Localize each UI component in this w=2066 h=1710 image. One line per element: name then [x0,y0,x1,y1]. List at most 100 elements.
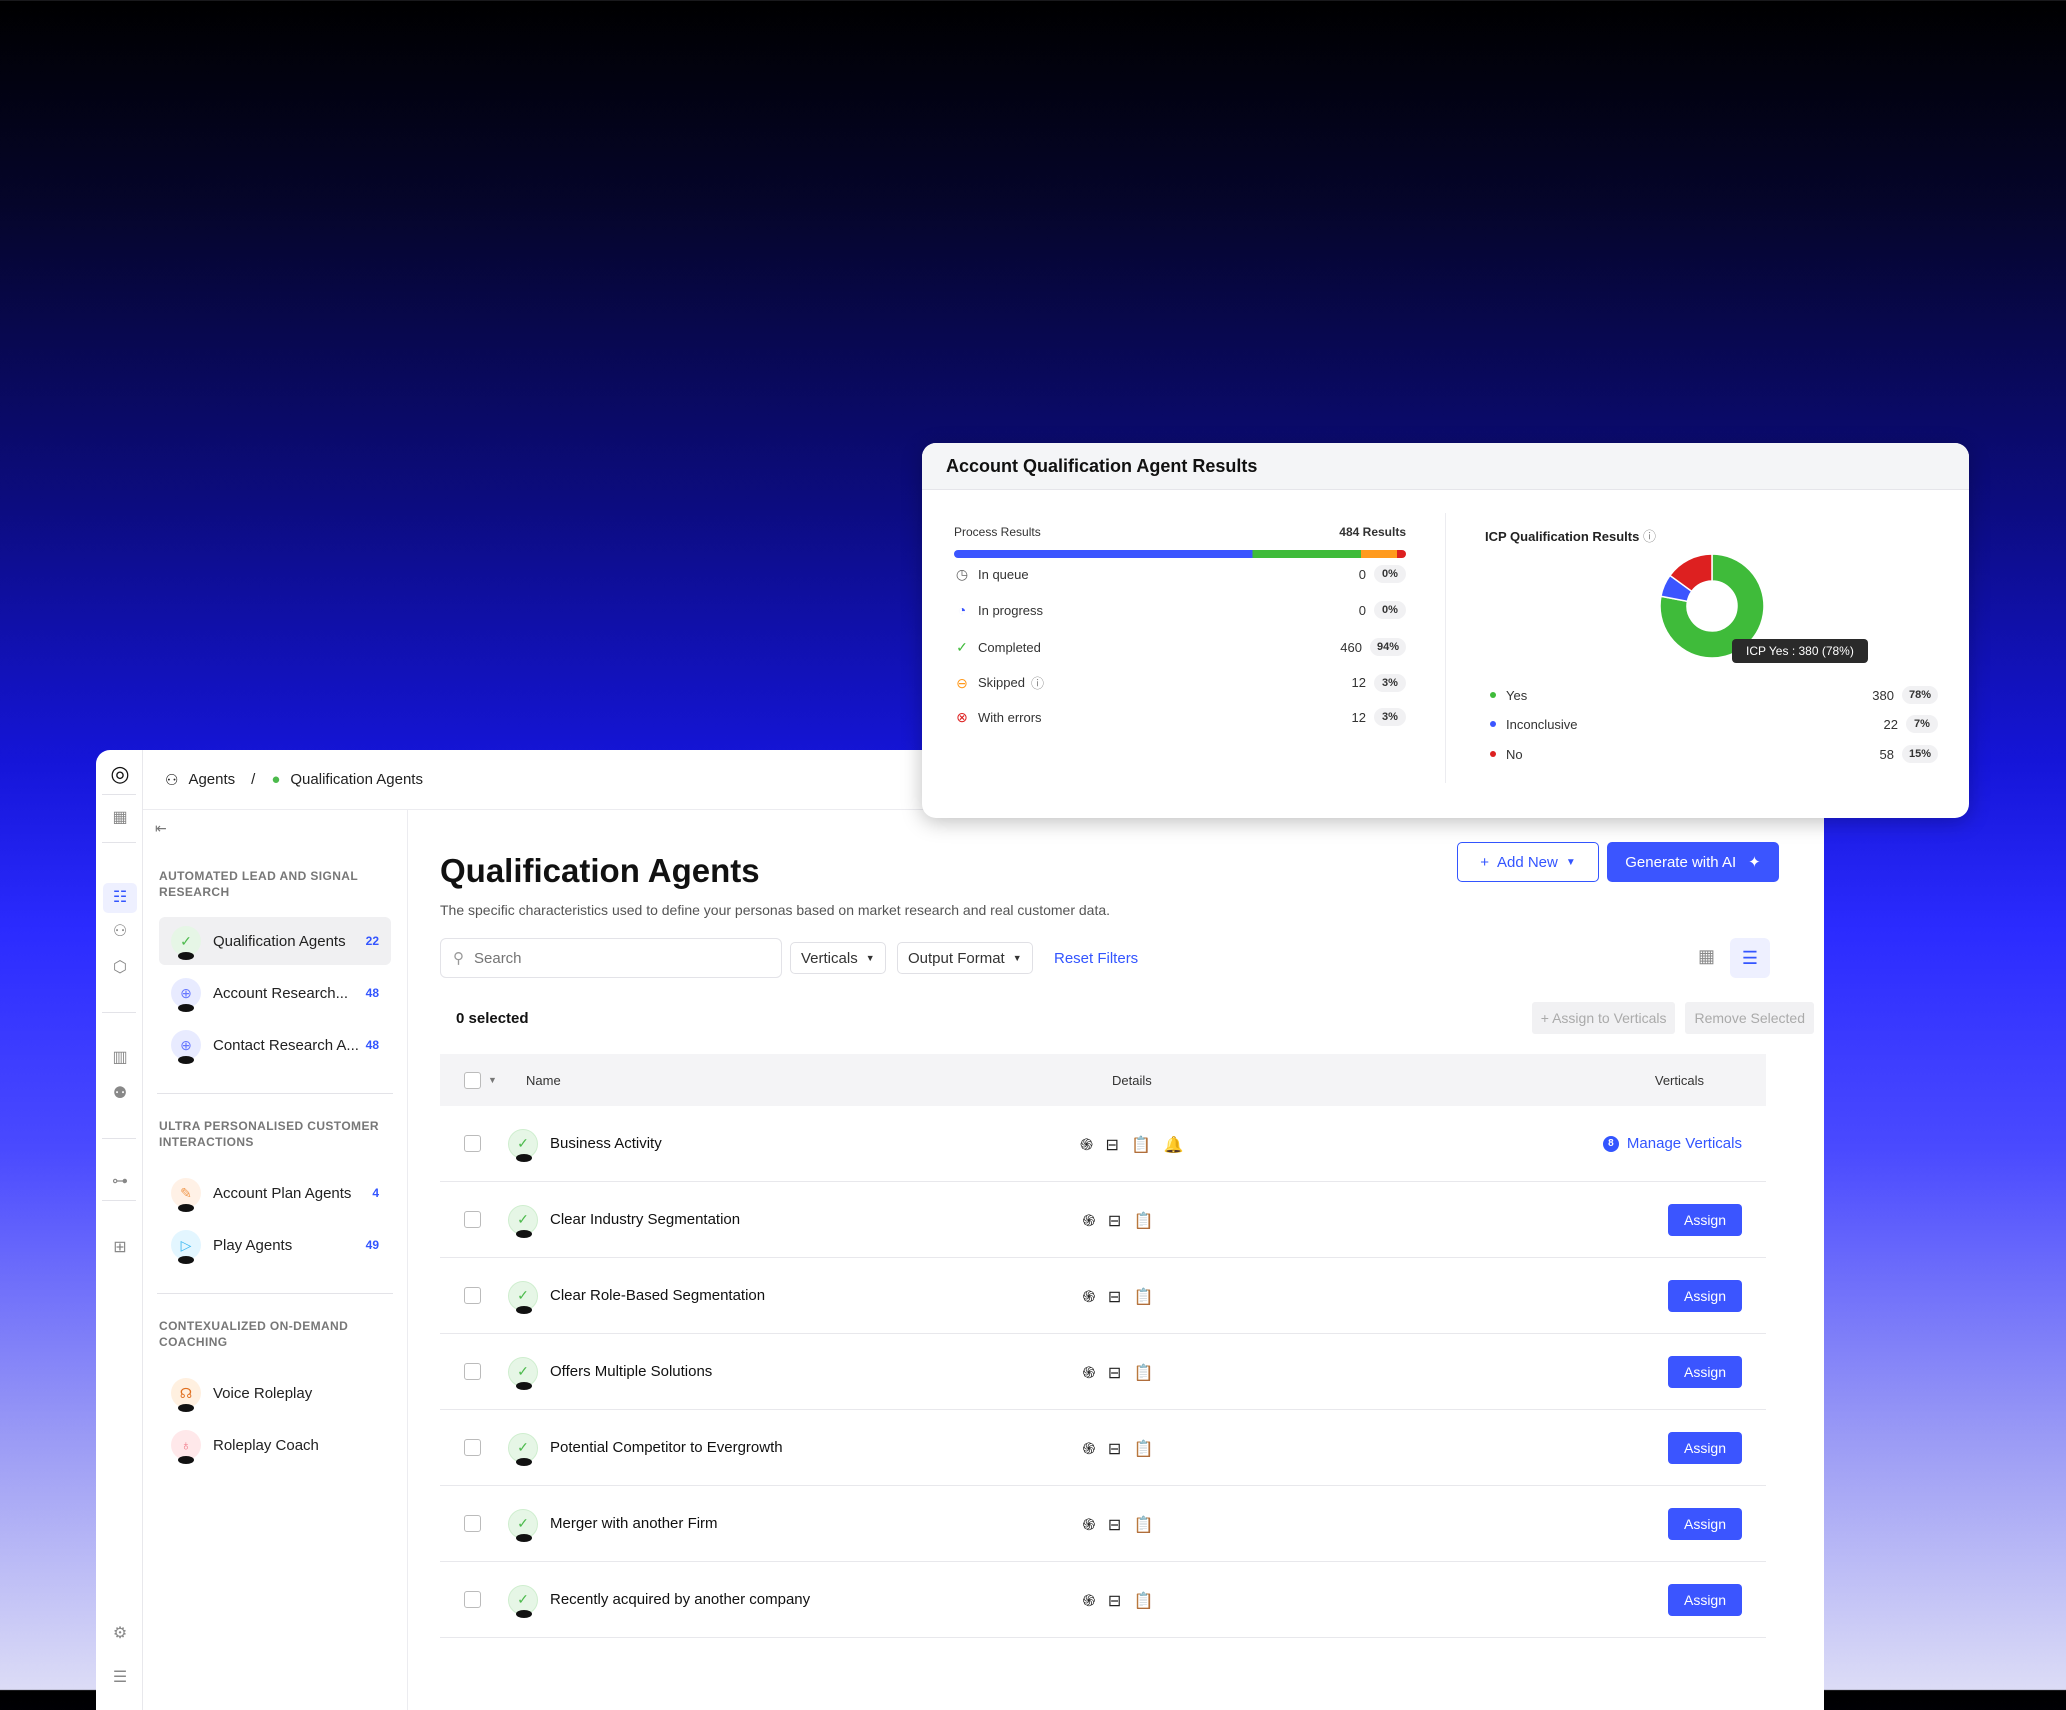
sidebar-item-label: Contact Research A... [213,1036,359,1054]
dashboard-icon[interactable]: ▦ [112,809,128,826]
sidebar-item-account-plan-agents[interactable]: ✎ Account Plan Agents 4 [159,1169,391,1217]
generate-with-ai-button[interactable]: Generate with AI ✦ [1607,842,1779,882]
status-row: ✓ Completed 460 94% [954,638,1406,656]
check-icon: ✓ [508,1356,538,1390]
bulk-actions: + Assign to Verticals Remove Selected [1531,1002,1814,1034]
collapse-sidebar-icon[interactable]: ⇤ [155,820,167,836]
generate-label: Generate with AI [1625,853,1737,871]
divider [102,842,136,843]
sidebar-item-voice-roleplay[interactable]: ☊ Voice Roleplay [159,1369,391,1417]
agent-name: Potential Competitor to Evergrowth [550,1439,783,1456]
row-checkbox[interactable] [464,1287,481,1304]
table-row[interactable]: ✓ Business Activity ֍ ⊟ 📋 🔔 8 Manage Vertica… [440,1106,1766,1182]
agent-name: Recently acquired by another company [550,1591,811,1608]
table-row[interactable]: ✓ Potential Competitor to Evergrowth ֍ ⊟ 📋… [440,1410,1766,1486]
add-app-icon[interactable]: ⊞ [113,1239,127,1256]
agents-table: ▼ Name Details Verticals ✓ Business Activ… [440,1054,1766,1638]
results-card: Account Qualification Agent Results Proc… [922,443,1969,818]
assign-button[interactable]: Assign [1668,1279,1742,1312]
details-icons: ֍ ⊟ 📋 [1082,1212,1158,1230]
row-checkbox[interactable] [464,1211,481,1228]
assign-to-verticals-button[interactable]: + Assign to Verticals [1531,1002,1676,1034]
table-row[interactable]: ✓ Recently acquired by another company ֍ ⊟… [440,1562,1766,1638]
select-all-checkbox[interactable] [464,1071,481,1089]
users-icon[interactable]: ⚉ [112,1085,128,1102]
legend-label: Yes [1506,687,1528,703]
status-label: Completed [978,639,1041,655]
status-pct: 3% [1374,673,1406,692]
verticals-count-badge: 8 [1602,1135,1619,1152]
research-agents-icon[interactable]: ☷ [103,883,137,913]
headset-icon: ☊ [171,1378,201,1412]
divider [157,1093,393,1094]
table-row[interactable]: ✓ Merger with another Firm ֍ ⊟ 📋 Assign [440,1486,1766,1562]
info-icon[interactable]: ⓘ [1030,676,1044,691]
search-input[interactable] [474,949,754,967]
row-checkbox[interactable] [464,1591,481,1608]
row-checkbox[interactable] [464,1515,481,1532]
details-icons: ֍ ⊟ 📋 [1082,1440,1158,1458]
check-icon: ✓ [508,1508,538,1542]
list-view-icon[interactable]: ☰ [1730,938,1770,978]
add-new-button[interactable]: + Add New ▼ [1457,842,1599,882]
donut-slice-no[interactable] [1668,553,1713,593]
divider [157,1293,393,1294]
sidebar-item-roleplay-coach[interactable]: ♁ Roleplay Coach [159,1421,391,1469]
table-row[interactable]: ✓ Offers Multiple Solutions ֍ ⊟ 📋 Assign [440,1334,1766,1410]
sidebar-item-account-research[interactable]: ⊕ Account Research... 48 [159,969,391,1017]
verticals-filter[interactable]: Verticals ▼ [790,942,886,974]
assign-button[interactable]: Assign [1668,1583,1742,1616]
settings-icon[interactable]: ⚙ [112,1625,128,1642]
building-icon[interactable]: ▥ [112,1049,128,1066]
workflow-icon[interactable]: ⊶ [112,1173,128,1190]
divider [102,794,136,795]
agent-name: Clear Industry Segmentation [550,1211,741,1228]
status-row: ◔ In progress 0 0% [954,601,1406,619]
legend-item: Inconclusive 22 7% [1490,715,1938,733]
status-label: With errors [978,709,1042,725]
row-checkbox[interactable] [464,1439,481,1456]
assign-button[interactable]: Assign [1668,1507,1742,1540]
agent-name: Merger with another Firm [550,1515,718,1532]
whistle-icon: ♁ [171,1430,201,1464]
legend-pct: 78% [1901,686,1938,704]
assign-button[interactable]: Assign [1668,1431,1742,1464]
status-row: ◷ In queue 0 0% [954,565,1406,583]
details-icons: ֍ ⊟ 📋 [1082,1516,1158,1534]
sidebar-item-qualification-agents[interactable]: ✓ Qualification Agents 22 [159,917,391,965]
sidebar-item-contact-research[interactable]: ⊕ Contact Research A... 48 [159,1021,391,1069]
status-count: 460 [1340,639,1362,655]
agents-icon[interactable]: ⚇ [112,923,128,940]
status-pct: 94% [1369,638,1406,656]
output-format-filter[interactable]: Output Format ▼ [897,942,1033,974]
legend-item: No 58 15% [1490,745,1938,763]
sidebar-item-play-agents[interactable]: ▷ Play Agents 49 [159,1221,391,1269]
breadcrumb-current: Qualification Agents [290,771,423,788]
box-icon[interactable]: ⬡ [113,959,127,976]
remove-selected-button[interactable]: Remove Selected [1685,1002,1814,1034]
main-content: Qualification Agents The specific charac… [408,810,1824,1710]
status-row: ⊖ Skipped ⓘ 12 3% [954,673,1406,692]
check-icon: ✓ [508,1280,538,1314]
manage-verticals-label: Manage Verticals [1626,1135,1742,1152]
donut-slice-yes[interactable] [1659,553,1765,659]
grid-view-icon[interactable]: ▦ [1698,946,1716,966]
search-field[interactable]: ⚲ [440,938,782,978]
row-checkbox[interactable] [464,1135,481,1152]
chat-icon[interactable]: ☰ [112,1669,128,1686]
assign-button[interactable]: Assign [1668,1355,1742,1388]
divider [1445,513,1446,783]
table-row[interactable]: ✓ Clear Role-Based Segmentation ֍ ⊟ 📋 Assig… [440,1258,1766,1334]
filter-label: Output Format [908,949,1005,967]
row-checkbox[interactable] [464,1363,481,1380]
assign-button[interactable]: Assign [1668,1203,1742,1236]
filter-label: Verticals [801,949,858,967]
table-row[interactable]: ✓ Clear Industry Segmentation ֍ ⊟ 📋 Assign [440,1182,1766,1258]
check-icon: ✓ [508,1432,538,1466]
status-pct: 0% [1374,565,1406,583]
caret-down-icon[interactable]: ▼ [488,1075,497,1085]
reset-filters-link[interactable]: Reset Filters [1054,950,1139,967]
info-icon[interactable]: ⓘ [1642,529,1656,544]
manage-verticals-link[interactable]: 8 Manage Verticals [1602,1135,1742,1152]
breadcrumb-agents[interactable]: Agents [188,771,236,788]
